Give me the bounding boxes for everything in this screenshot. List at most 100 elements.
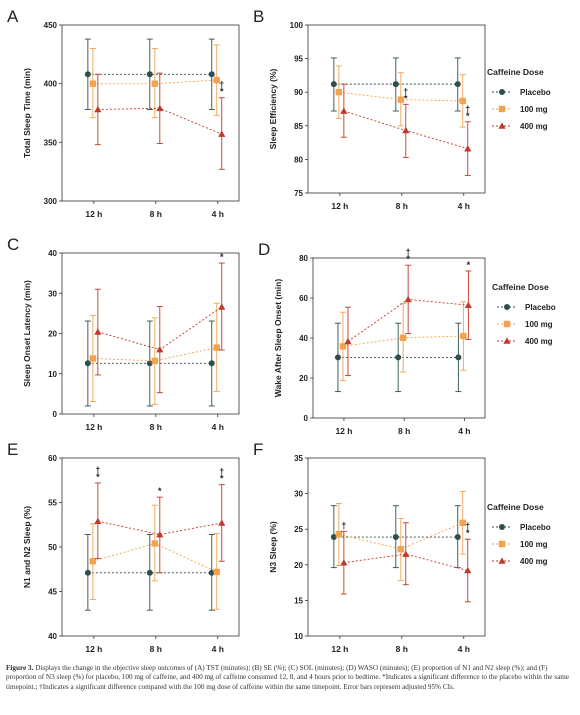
series-placebo (330, 505, 461, 569)
data-point (335, 89, 343, 96)
legend-label: Placebo (520, 88, 551, 97)
significance-marker: † (465, 104, 470, 114)
y-tick-label: 350 (44, 138, 58, 147)
x-tick-label: 4 h (212, 209, 224, 219)
legend-marker (499, 524, 505, 530)
legend-label: Placebo (525, 303, 556, 312)
significance-marker: * (220, 87, 224, 97)
caption-text: Displays the change in the objective sle… (6, 664, 570, 691)
significance-marker: * (467, 260, 471, 270)
y-tick-label: 80 (294, 155, 303, 164)
data-point (404, 295, 412, 303)
data-point (146, 71, 153, 78)
data-point (454, 534, 461, 541)
legend-marker (498, 557, 506, 564)
significance-marker: * (406, 254, 410, 264)
significance-marker: † (95, 465, 100, 475)
series-line (338, 522, 463, 550)
data-point (84, 569, 91, 576)
legend-b: Caffeine Dose Placebo 100 mg 400 mg (487, 67, 551, 131)
data-point (151, 540, 159, 547)
data-point (208, 71, 215, 78)
y-tick-label: 30 (48, 289, 57, 298)
plot-frame (307, 457, 486, 637)
significance-marker: * (220, 252, 224, 262)
y-tick-label: 40 (299, 334, 308, 343)
y-tick-label: 45 (48, 588, 57, 597)
data-point (156, 104, 164, 112)
y-tick-label: 10 (48, 370, 57, 379)
series-placebo (84, 320, 215, 407)
legend-label: 400 mg (520, 557, 548, 566)
panel-b: B 75 80 85 90 95 100 12 h 8 h 4 h Sleep Efficiency… (253, 7, 486, 211)
data-point (146, 569, 153, 576)
series-400mg (344, 264, 472, 377)
legend-marker (498, 105, 506, 113)
data-point (339, 343, 347, 350)
x-tick-label: 12 h (85, 422, 102, 432)
x-tick-label: 8 h (150, 644, 162, 654)
data-point (454, 81, 461, 88)
x-tick-label: 4 h (212, 644, 224, 654)
significance-marker: † (219, 467, 224, 477)
data-point (94, 328, 102, 335)
y-tick-label: 300 (44, 197, 58, 206)
significance-marker: * (220, 474, 224, 484)
series-400mg (94, 262, 226, 394)
y-tick-label: 35 (294, 454, 303, 463)
significance-marker: * (404, 93, 408, 103)
data-point (392, 81, 399, 88)
x-tick-label: 8 h (150, 422, 162, 432)
y-tick-label: 40 (48, 249, 57, 258)
y-tick-label: 20 (294, 561, 303, 570)
x-tick-label: 8 h (150, 209, 162, 219)
x-tick-label: 4 h (458, 201, 470, 211)
panel-letter: A (7, 7, 19, 26)
x-tick-label: 4 h (458, 644, 470, 654)
data-point (344, 337, 352, 345)
y-tick-label: 15 (294, 596, 303, 605)
plot-frame (61, 252, 240, 415)
data-point (402, 550, 410, 557)
legend-marker (504, 304, 510, 310)
y-tick-label: 90 (294, 88, 303, 97)
legend-d: Caffeine Dose Placebo 100 mg 400 mg (492, 282, 556, 346)
y-tick-label: 30 (294, 490, 303, 499)
x-tick-label: 4 h (458, 426, 470, 436)
panel-letter: C (7, 235, 19, 254)
series-100mg (89, 504, 220, 610)
x-tick-label: 12 h (85, 644, 102, 654)
data-point (464, 566, 472, 574)
series-100mg (339, 301, 467, 382)
legend-marker (498, 122, 506, 129)
data-point (213, 568, 220, 576)
data-point (459, 519, 466, 526)
data-point (84, 71, 91, 78)
series-placebo (334, 322, 462, 393)
y-tick-label: 100 (290, 21, 304, 30)
data-point (335, 530, 343, 538)
significance-marker: † (403, 86, 408, 96)
data-point (464, 145, 472, 152)
x-tick-label: 8 h (396, 644, 408, 654)
plot-frame (61, 457, 240, 637)
data-point (89, 558, 97, 565)
panel-letter: F (253, 440, 263, 459)
series-placebo (84, 534, 215, 611)
legend-label: 400 mg (525, 337, 553, 346)
panel-d: D 0 20 40 60 80 12 h 8 h 4 h Wake After Sleep Ons… (258, 240, 486, 436)
series-placebo (84, 38, 215, 110)
data-point (84, 360, 91, 367)
data-point (151, 357, 159, 365)
data-point (94, 105, 102, 113)
series-100mg (89, 302, 220, 405)
legend-label: 400 mg (520, 122, 548, 131)
x-tick-label: 12 h (331, 644, 348, 654)
x-tick-label: 12 h (331, 201, 348, 211)
y-tick-label: 60 (48, 454, 57, 463)
data-point (218, 303, 226, 310)
data-point (460, 332, 467, 340)
data-point (94, 517, 102, 524)
panel-letter: D (258, 240, 270, 259)
